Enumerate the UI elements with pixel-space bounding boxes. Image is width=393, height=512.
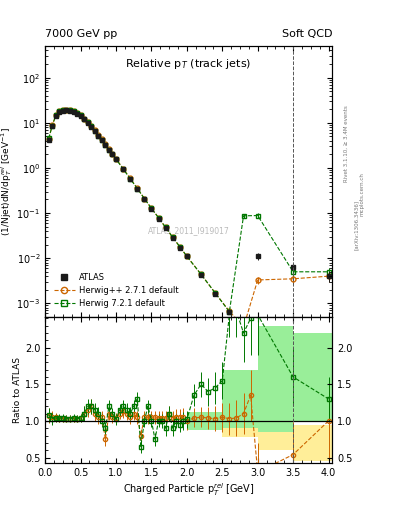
Bar: [258, 421, 293, 450]
Bar: [222, 399, 258, 437]
X-axis label: Charged Particle p$_{T}^{rel}$ [GeV]: Charged Particle p$_{T}^{rel}$ [GeV]: [123, 481, 255, 498]
Bar: [258, 326, 293, 432]
Bar: [293, 424, 332, 461]
Text: Soft QCD: Soft QCD: [282, 29, 332, 39]
Bar: [187, 412, 222, 430]
Text: 7000 GeV pp: 7000 GeV pp: [45, 29, 118, 39]
Text: Relative p$_{T}$ (track jets): Relative p$_{T}$ (track jets): [125, 57, 252, 71]
Text: Rivet 3.1.10, ≥ 3.4M events: Rivet 3.1.10, ≥ 3.4M events: [344, 105, 349, 182]
Y-axis label: Ratio to ATLAS: Ratio to ATLAS: [13, 357, 22, 423]
Bar: [222, 370, 258, 428]
Text: ATLAS_2011_I919017: ATLAS_2011_I919017: [148, 226, 230, 235]
Bar: [293, 333, 332, 421]
Bar: [187, 412, 222, 430]
Legend: ATLAS, Herwig++ 2.7.1 default, Herwig 7.2.1 default: ATLAS, Herwig++ 2.7.1 default, Herwig 7.…: [52, 271, 180, 310]
Text: mcplots.cern.ch: mcplots.cern.ch: [360, 173, 365, 217]
Y-axis label: (1/Njet)dN/dp$_{T}^{rel}$ [GeV$^{-1}$]: (1/Njet)dN/dp$_{T}^{rel}$ [GeV$^{-1}$]: [0, 127, 14, 236]
Text: [arXiv:1306.3436]: [arXiv:1306.3436]: [354, 200, 359, 250]
